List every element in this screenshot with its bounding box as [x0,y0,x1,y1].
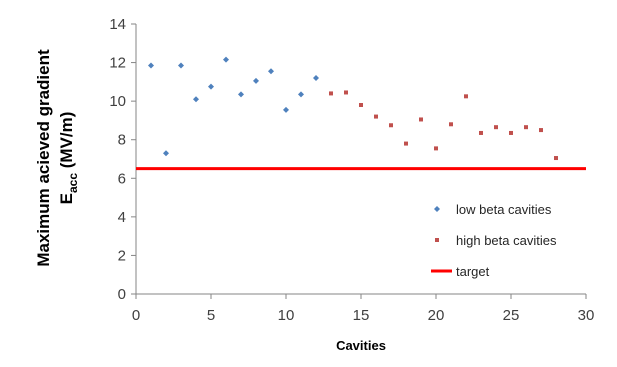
x-tick-label: 0 [132,307,140,324]
y-tick-label: 2 [118,247,126,264]
low-beta-point [193,96,199,103]
high-beta-point [344,90,348,95]
x-tick-label: 20 [428,307,445,324]
high-beta-point [359,103,363,107]
low-beta-point [313,75,319,81]
legend-label-low-beta: low beta cavities [456,202,552,217]
y-tick-label: 10 [109,93,126,110]
x-tick-label: 30 [578,307,595,324]
high-beta-point [509,130,513,135]
low-beta-point [148,62,154,69]
high-beta-point [479,130,483,135]
y-axis-symbol: E [57,193,76,204]
y-tick-label: 14 [109,16,126,33]
legend-label-high-beta: high beta cavities [456,233,557,248]
low-beta-point [163,150,169,157]
high-beta-point [494,125,498,130]
legend: low beta cavities high beta cavities tar… [431,202,557,279]
y-axis-title-line2: Eacc (MV/m) [57,112,80,205]
high-beta-point [539,128,543,133]
x-tick-label: 5 [207,307,215,324]
data-points [148,56,558,161]
high-beta-point [419,117,423,122]
high-beta-point [374,114,378,119]
low-beta-point [223,56,229,63]
y-axis-unit: (MV/m) [57,112,76,173]
y-axis-subscript: acc [66,173,80,193]
high-beta-point [464,94,468,99]
x-tick-label: 25 [503,307,520,324]
low-beta-point [283,106,289,113]
x-tick-label: 15 [353,307,370,324]
low-beta-point [298,91,304,98]
low-beta-point [238,91,244,98]
high-beta-point [329,91,333,96]
axes [135,24,586,295]
x-tick-label: 10 [278,307,295,324]
y-tick-label: 8 [118,132,126,149]
high-beta-point [554,156,558,161]
low-beta-point [253,77,259,84]
legend-marker-low-beta [434,206,440,212]
high-beta-point [389,123,393,128]
high-beta-point [434,146,438,151]
high-beta-point [449,122,453,127]
low-beta-point [268,68,274,75]
y-tick-label: 12 [109,55,126,72]
y-tick-label: 0 [118,286,126,303]
y-axis-title-line1: Maximum acieved gradient [34,49,53,267]
y-tick-label: 6 [118,170,126,187]
high-beta-point [524,125,528,130]
high-beta-point [404,141,408,146]
legend-label-target: target [456,264,490,279]
low-beta-point [178,62,184,69]
y-tick-label: 4 [118,209,126,226]
ticks: 0 2 4 6 8 10 12 14 0 5 10 15 20 25 30 [109,16,594,324]
legend-marker-high-beta [435,238,439,242]
x-axis-title: Cavities [336,338,386,353]
low-beta-point [208,83,214,90]
